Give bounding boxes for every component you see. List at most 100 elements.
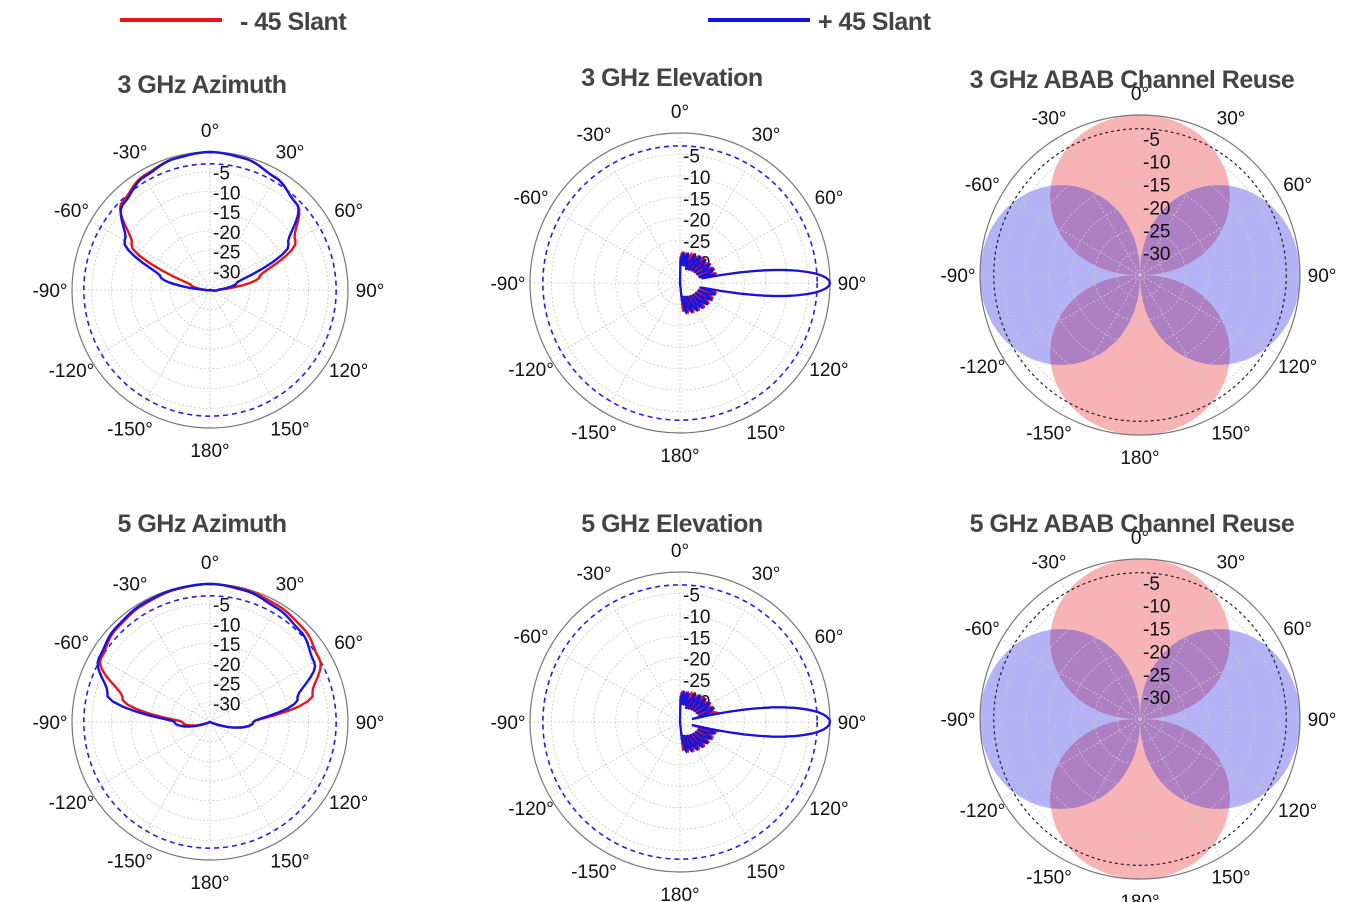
angle-tick-label: 0° (671, 102, 689, 123)
reference-ring (542, 584, 818, 860)
angle-tick-label: 30° (752, 125, 781, 146)
angle-tick-label: 120° (1278, 357, 1317, 378)
grid-ring (111, 191, 309, 389)
series-line-plus45 (96, 582, 317, 729)
angle-tick-label: 0° (671, 541, 689, 562)
angle-tick-label: 0° (201, 121, 219, 142)
grid-spoke (209, 289, 280, 410)
radial-tick-label: -30 (213, 262, 240, 283)
angle-tick-label: -120° (49, 793, 95, 814)
radial-tick-label: -10 (683, 607, 710, 628)
angle-tick-label: 30° (752, 564, 781, 585)
radial-tick-label: -30 (213, 694, 240, 715)
angle-tick-label: -150° (107, 852, 153, 873)
angle-tick-label: 120° (809, 360, 848, 381)
grid-spoke (209, 289, 330, 360)
angle-tick-label: -60° (54, 201, 89, 222)
angle-tick-label: -90° (940, 710, 975, 731)
radial-tick-label: -15 (683, 628, 710, 649)
angle-tick-label: 0° (1131, 84, 1149, 105)
angle-tick-label: -120° (508, 799, 554, 820)
angle-tick-label: 0° (201, 553, 219, 574)
angle-tick-label: 90° (356, 713, 385, 734)
angle-tick-label: 30° (1217, 108, 1246, 129)
angle-tick-label: 0° (1131, 528, 1149, 549)
angle-tick-label: 60° (815, 188, 844, 209)
outer-ring (979, 558, 1301, 880)
outer-ring (979, 114, 1301, 436)
angle-tick-label: 90° (1308, 266, 1337, 287)
radial-tick-label: -20 (1143, 642, 1170, 663)
reference-ring (993, 572, 1287, 866)
grid-ring (1025, 160, 1255, 390)
angle-tick-label: -120° (960, 357, 1006, 378)
grid-spoke (1139, 580, 1221, 720)
radial-tick-label: -10 (213, 615, 240, 636)
grid-spoke (604, 152, 681, 284)
angle-tick-label: -90° (940, 266, 975, 287)
grid-spoke (90, 721, 211, 792)
grid-spoke (140, 721, 211, 842)
angle-tick-label: 60° (1283, 175, 1312, 196)
radial-tick-label: -15 (1143, 620, 1170, 641)
radial-tick-label: -20 (683, 211, 710, 232)
chart-title: 3 GHz Elevation (581, 64, 762, 92)
legend-label-minus45: - 45 Slant (240, 8, 347, 36)
grid-ring (1048, 183, 1232, 367)
radial-tick-label: -20 (213, 655, 240, 676)
grid-ring (150, 230, 270, 350)
angle-tick-label: -90° (490, 274, 525, 295)
grid-spoke (209, 170, 280, 291)
grid-spoke (1139, 638, 1279, 720)
angle-tick-label: 180° (1120, 448, 1159, 469)
radial-tick-label: -30 (1143, 688, 1170, 709)
grid-ring (636, 678, 724, 766)
grid-spoke (1059, 274, 1141, 414)
angle-tick-label: 90° (838, 274, 867, 295)
grid-ring (170, 682, 250, 762)
radial-tick-label: -10 (1143, 153, 1170, 174)
radial-tick-label: -5 (1143, 130, 1160, 151)
grid-spoke (604, 721, 681, 853)
radial-tick-label: -25 (683, 232, 710, 253)
angle-tick-label: -90° (490, 713, 525, 734)
grid-spoke (209, 721, 280, 842)
angle-tick-label: 60° (334, 633, 363, 654)
legend-label-plus45: + 45 Slant (818, 8, 931, 36)
grid-ring (1116, 695, 1164, 743)
polar-chart-4: 5 GHz Azimuth 0° 30° 60° 90° 120° 150° 180° -150… (32, 510, 384, 894)
radial-tick-label: -15 (683, 189, 710, 210)
grid-ring (170, 250, 250, 330)
chart-title: 3 GHz ABAB Channel Reuse (970, 66, 1295, 94)
radial-tick-label: -5 (1143, 574, 1160, 595)
angle-tick-label: -60° (965, 619, 1000, 640)
polar-chart-1: 3 GHz Azimuth 0° 30° 60° 90° 120° 150° 180° -150… (32, 71, 384, 462)
angle-tick-label: -150° (107, 420, 153, 441)
series-line-plus45 (678, 689, 832, 754)
angle-tick-label: 180° (190, 873, 229, 894)
angle-tick-label: 180° (660, 446, 699, 467)
angle-tick-label: -30° (576, 564, 611, 585)
angle-tick-label: 60° (815, 627, 844, 648)
chart-title: 5 GHz Azimuth (118, 510, 287, 538)
radial-tick-label: -10 (683, 168, 710, 189)
angle-tick-label: 30° (276, 142, 305, 163)
grid-spoke (549, 282, 681, 359)
grid-spoke (140, 170, 211, 291)
grid-spoke (209, 652, 330, 723)
legend-line-minus45 (120, 18, 222, 22)
angle-tick-label: 120° (329, 361, 368, 382)
angle-tick-label: 180° (660, 885, 699, 902)
grid-ring (572, 175, 788, 391)
grid-spoke (1001, 274, 1141, 356)
grid-spoke (1001, 718, 1141, 800)
angle-tick-label: 30° (1217, 552, 1246, 573)
angle-tick-label: -120° (960, 801, 1006, 822)
radial-tick-label: -10 (1143, 597, 1170, 618)
grid-spoke (90, 289, 211, 360)
grid-spoke (140, 289, 211, 410)
reference-ring (83, 163, 337, 417)
radial-tick-label: -5 (213, 164, 230, 185)
angle-tick-label: 120° (809, 799, 848, 820)
